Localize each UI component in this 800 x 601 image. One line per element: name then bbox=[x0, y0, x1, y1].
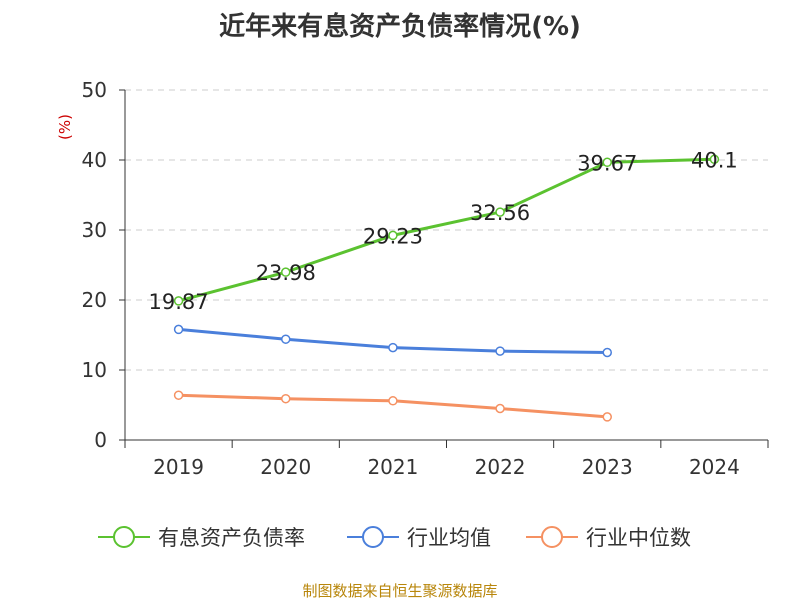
source-note: 制图数据来自恒生聚源数据库 bbox=[302, 582, 498, 600]
data-label: 40.1 bbox=[691, 148, 738, 172]
y-tick-label: 20 bbox=[82, 288, 107, 312]
x-tick-label: 2021 bbox=[367, 455, 418, 479]
data-point bbox=[281, 267, 291, 277]
x-tick-label: 2024 bbox=[689, 455, 740, 479]
legend-label: 有息资产负债率 bbox=[158, 526, 305, 550]
legend-label: 行业中位数 bbox=[586, 526, 691, 550]
data-point bbox=[173, 390, 184, 400]
data-point bbox=[602, 157, 612, 168]
y-tick-label: 30 bbox=[82, 218, 107, 242]
data-label: 23.98 bbox=[256, 261, 316, 285]
data-label: 19.87 bbox=[149, 290, 209, 314]
x-tick-label: 2019 bbox=[153, 455, 204, 479]
y-axis-label: (%) bbox=[56, 114, 74, 140]
y-tick-label: 40 bbox=[82, 148, 107, 172]
data-point bbox=[388, 230, 398, 241]
chart-title: 近年来有息资产负债率情况(%) bbox=[219, 12, 581, 42]
data-label: 32.56 bbox=[470, 201, 530, 225]
data-point bbox=[495, 207, 505, 217]
legend-marker bbox=[362, 526, 384, 548]
legend-marker bbox=[113, 526, 135, 548]
data-point bbox=[173, 296, 184, 306]
data-point bbox=[388, 396, 398, 406]
data-label: 39.67 bbox=[577, 151, 637, 175]
data-point bbox=[495, 346, 505, 356]
x-tick-label: 2022 bbox=[475, 455, 526, 479]
data-point bbox=[602, 412, 612, 422]
data-point bbox=[281, 393, 291, 404]
data-point bbox=[709, 154, 720, 165]
x-tick-label: 2020 bbox=[260, 455, 311, 479]
y-tick-label: 10 bbox=[82, 358, 107, 382]
series-line-1 bbox=[178, 157, 715, 303]
legend-label: 行业均值 bbox=[407, 526, 491, 550]
y-tick-label: 50 bbox=[82, 78, 107, 102]
data-point bbox=[388, 342, 398, 353]
y-tick-label: 0 bbox=[94, 428, 107, 452]
data-point bbox=[602, 347, 612, 358]
data-point bbox=[281, 334, 291, 344]
data-point bbox=[173, 324, 184, 335]
data-label: 29.23 bbox=[363, 224, 423, 248]
data-point bbox=[495, 403, 505, 414]
legend-marker bbox=[541, 526, 563, 548]
x-tick-label: 2023 bbox=[582, 455, 633, 479]
